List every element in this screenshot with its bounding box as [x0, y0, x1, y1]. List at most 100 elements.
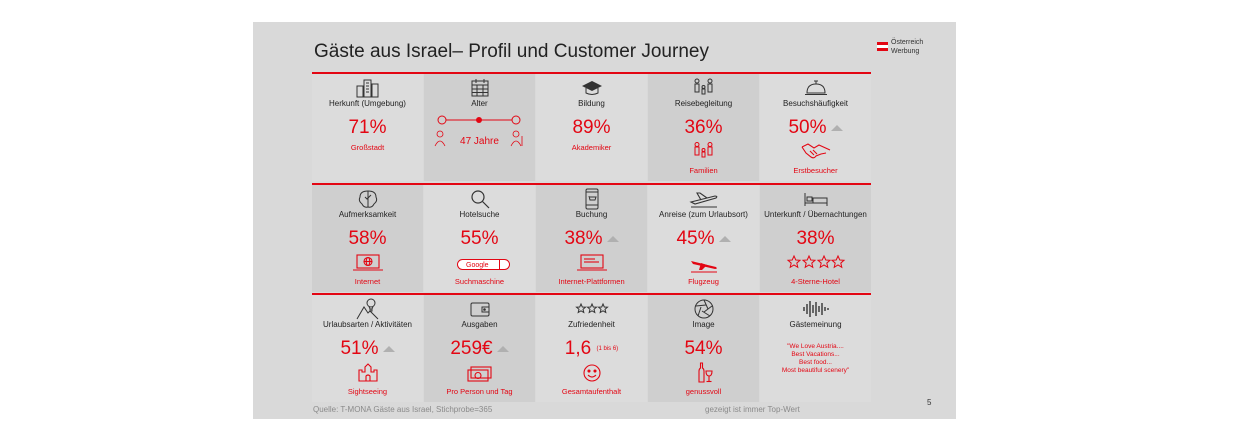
- aperture-icon: [648, 298, 759, 320]
- cell-unterkunft: Unterkunft / Übernachtungen 38% 4-Sterne…: [760, 185, 871, 292]
- quote-line: Best Vacations...: [791, 351, 840, 358]
- cell-herkunft: Herkunft (Umgebung) 71% Großstadt: [312, 74, 423, 181]
- divider-top: [312, 72, 871, 74]
- cell-image: Image 54% genussvoll: [648, 295, 759, 402]
- trend-up-icon: [718, 235, 731, 242]
- brain-icon: [312, 188, 423, 210]
- family-red-icon: [648, 142, 759, 160]
- slide: Gäste aus Israel– Profil und Customer Jo…: [253, 22, 956, 419]
- plane-red-icon: [648, 255, 759, 273]
- label: Reisebegleitung: [674, 99, 733, 108]
- value: 89%: [572, 117, 611, 138]
- label: Aufmerksamkeit: [338, 210, 397, 219]
- value: 58%: [348, 228, 387, 249]
- austria-werbung-logo: Österreich Werbung: [877, 38, 947, 68]
- city-icon: [312, 77, 423, 99]
- sub-label: Sightseeing: [347, 387, 388, 396]
- sub-label: 4-Sterne-Hotel: [791, 277, 840, 286]
- top-value-note: gezeigt ist immer Top-Wert: [705, 405, 800, 414]
- value: 38%: [796, 228, 835, 249]
- value-with-scale: 1,6 (1 bis 6): [536, 338, 647, 360]
- sub-label: Internet-Plattformen: [558, 277, 625, 286]
- value: 47 Jahre: [460, 136, 499, 147]
- value: 71%: [348, 117, 387, 138]
- label: Image: [692, 320, 715, 329]
- cell-reisebegleitung: Reisebegleitung 36% Familien: [648, 74, 759, 181]
- value-with-trend: 45%: [648, 228, 759, 250]
- sub-label: Pro Person und Tag: [446, 387, 513, 396]
- guest-quote: "We Love Austria.... Best Vacations... B…: [760, 343, 871, 375]
- google-search-box: Google: [457, 259, 510, 270]
- service-bell-icon: [760, 77, 871, 99]
- value: 38%: [564, 228, 603, 249]
- graduation-cap-icon: [536, 77, 647, 99]
- scale-note: (1 bis 6): [596, 345, 619, 352]
- label: Besuchshäufigkeit: [783, 99, 848, 108]
- trend-up-icon: [830, 124, 843, 131]
- value-with-trend: 51%: [312, 338, 423, 360]
- source-note: Quelle: T-MONA Gäste aus Israel, Stichpr…: [313, 405, 493, 414]
- magnifier-icon: [424, 188, 535, 210]
- value: 51%: [340, 338, 379, 359]
- bed-icon: [760, 188, 871, 210]
- cell-zufriedenheit: Zufriedenheit 1,6 (1 bis 6) Gesamtaufent…: [536, 295, 647, 402]
- soundwave-icon: [760, 298, 871, 320]
- cell-buchung: Buchung 38% Internet-Plattformen: [536, 185, 647, 292]
- sub-label: genussvoll: [685, 387, 722, 396]
- laptop-icon: [536, 253, 647, 273]
- label: Unterkunft / Übernachtungen: [764, 210, 867, 219]
- wine-bottle-glass-icon: [648, 361, 759, 383]
- family-icon: [648, 77, 759, 99]
- trend-up-icon: [606, 235, 619, 242]
- quote-line: Most beautiful scenery": [781, 367, 850, 374]
- cell-besuchshaeufigkeit: Besuchshäufigkeit 50% Erstbesucher: [760, 74, 871, 181]
- label: Ausgaben: [461, 320, 498, 329]
- cell-hotelsuche: Hotelsuche 55% Google Suchmaschine: [424, 185, 535, 292]
- divider-row2: [312, 293, 871, 295]
- logo-line1: Österreich: [891, 39, 924, 46]
- cell-gaestemeinung: Gästemeinung "We Love Austria.... Best V…: [760, 295, 871, 402]
- balloon-mountain-icon: [312, 298, 423, 320]
- label: Hotelsuche: [459, 210, 500, 219]
- sub-label: Flugzeug: [688, 277, 719, 286]
- label: Anreise (zum Urlaubsort): [659, 210, 748, 219]
- sub-label: Internet: [354, 277, 381, 286]
- value: 1,6: [564, 338, 592, 359]
- divider-row1: [312, 183, 871, 185]
- cell-alter: Alter 47 Jahre: [424, 74, 535, 181]
- trend-up-icon: [382, 345, 395, 352]
- wallet-icon: [424, 298, 535, 320]
- label: Gästemeinung: [789, 320, 842, 329]
- value: 259€: [450, 338, 493, 359]
- castle-icon: [312, 362, 423, 382]
- label: Bildung: [578, 99, 605, 108]
- trend-up-icon: [496, 345, 509, 352]
- label: Buchung: [575, 210, 608, 219]
- slide-title: Gäste aus Israel– Profil und Customer Jo…: [314, 41, 709, 62]
- value-with-trend: 38%: [536, 228, 647, 250]
- four-stars-icon: [760, 254, 871, 269]
- value: 50%: [788, 117, 827, 138]
- sub-label: Akademiker: [571, 143, 612, 152]
- value-with-trend: 259€: [424, 338, 535, 360]
- search-box-text: Google: [466, 262, 489, 269]
- quote-line: "We Love Austria....: [787, 343, 844, 350]
- smiley-icon: [536, 363, 647, 383]
- handshake-icon: [760, 141, 871, 161]
- smartphone-cart-icon: [536, 188, 647, 210]
- value: 36%: [684, 117, 723, 138]
- value: 54%: [684, 338, 723, 359]
- stars-icon: [536, 298, 647, 320]
- cell-anreise: Anreise (zum Urlaubsort) 45% Flugzeug: [648, 185, 759, 292]
- sub-label: Gesamtaufenthalt: [561, 387, 622, 396]
- value: 45%: [676, 228, 715, 249]
- banknotes-icon: [424, 365, 535, 383]
- calendar-icon: [424, 77, 535, 99]
- label: Zufriedenheit: [568, 320, 615, 329]
- cell-ausgaben: Ausgaben 259€ Pro Person und Tag: [424, 295, 535, 402]
- label: Herkunft (Umgebung): [329, 99, 406, 108]
- quote-line: Best food...: [799, 359, 832, 366]
- sub-label: Suchmaschine: [454, 277, 505, 286]
- sub-label: Familien: [689, 166, 718, 175]
- value-with-trend: 50%: [760, 117, 871, 139]
